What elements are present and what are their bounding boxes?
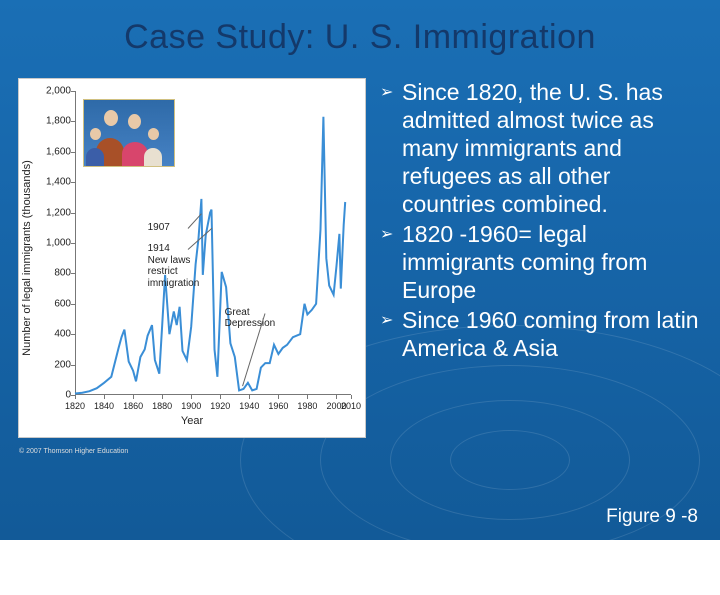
bullet-marker-icon: ➢: [380, 306, 402, 362]
y-tick-label: 1,600: [37, 146, 71, 157]
y-tick-mark: [71, 304, 75, 305]
y-tick-label: 1,200: [37, 207, 71, 218]
y-tick-mark: [71, 182, 75, 183]
bullet-item: ➢1820 -1960= legal immigrants coming fro…: [380, 220, 702, 304]
y-tick-label: 800: [37, 268, 71, 279]
y-axis-label: Number of legal immigrants (thousands): [21, 160, 33, 356]
x-tick-label: 1960: [268, 401, 288, 411]
x-tick-mark: [336, 395, 337, 399]
y-tick-label: 600: [37, 298, 71, 309]
bullet-text: Since 1960 coming from latin America & A…: [402, 306, 702, 362]
x-tick-mark: [104, 395, 105, 399]
x-tick-mark: [351, 395, 352, 399]
x-axis-label: Year: [181, 415, 203, 427]
y-tick-mark: [71, 91, 75, 92]
bullet-list: ➢Since 1820, the U. S. has admitted almo…: [380, 78, 702, 364]
x-tick-label: 1860: [123, 401, 143, 411]
y-tick-mark: [71, 243, 75, 244]
y-tick-mark: [71, 273, 75, 274]
chart-annotation: GreatDepression: [225, 307, 276, 330]
y-tick-mark: [71, 213, 75, 214]
x-tick-label: 2010: [341, 401, 361, 411]
bullet-item: ➢Since 1820, the U. S. has admitted almo…: [380, 78, 702, 218]
slide-title: Case Study: U. S. Immigration: [0, 18, 720, 57]
x-tick-mark: [75, 395, 76, 399]
y-tick-mark: [71, 152, 75, 153]
x-tick-mark: [249, 395, 250, 399]
x-tick-label: 1940: [239, 401, 259, 411]
chart-annotation: 1914New lawsrestrictimmigration: [148, 243, 200, 289]
y-tick-label: 0: [37, 390, 71, 401]
y-tick-label: 2,000: [37, 86, 71, 97]
chart-annotation: 1907: [148, 222, 170, 234]
family-photo: [83, 99, 175, 167]
x-tick-mark: [278, 395, 279, 399]
y-tick-mark: [71, 334, 75, 335]
bullet-marker-icon: ➢: [380, 220, 402, 304]
x-tick-mark: [133, 395, 134, 399]
x-tick-label: 1980: [297, 401, 317, 411]
figure-reference: Figure 9 -8: [606, 506, 698, 528]
y-tick-label: 400: [37, 329, 71, 340]
x-tick-label: 1840: [94, 401, 114, 411]
y-tick-mark: [71, 121, 75, 122]
x-tick-mark: [220, 395, 221, 399]
bullet-marker-icon: ➢: [380, 78, 402, 218]
bullet-item: ➢Since 1960 coming from latin America & …: [380, 306, 702, 362]
x-tick-label: 1880: [152, 401, 172, 411]
y-tick-mark: [71, 365, 75, 366]
y-tick-label: 1,800: [37, 116, 71, 127]
y-tick-label: 1,400: [37, 177, 71, 188]
chart-plot-area: 02004006008001,0001,2001,4001,6001,8002,…: [75, 91, 351, 395]
chart-copyright: © 2007 Thomson Higher Education: [19, 448, 128, 455]
x-tick-mark: [307, 395, 308, 399]
x-tick-mark: [191, 395, 192, 399]
x-tick-mark: [162, 395, 163, 399]
x-tick-label: 1820: [65, 401, 85, 411]
x-tick-label: 1920: [210, 401, 230, 411]
chart-panel: Number of legal immigrants (thousands) Y…: [18, 78, 366, 438]
bullet-text: 1820 -1960= legal immigrants coming from…: [402, 220, 702, 304]
y-tick-label: 1,000: [37, 238, 71, 249]
x-tick-label: 1900: [181, 401, 201, 411]
y-tick-label: 200: [37, 359, 71, 370]
bullet-text: Since 1820, the U. S. has admitted almos…: [402, 78, 702, 218]
